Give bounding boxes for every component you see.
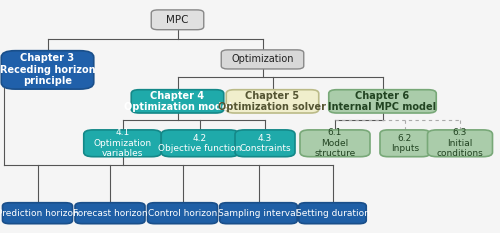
FancyBboxPatch shape — [300, 130, 370, 157]
FancyBboxPatch shape — [2, 203, 72, 224]
Text: 4.3
Constraints: 4.3 Constraints — [239, 134, 291, 153]
FancyBboxPatch shape — [131, 90, 224, 113]
Text: Chapter 4
Optimization model: Chapter 4 Optimization model — [124, 91, 232, 112]
Text: Forecast horizon: Forecast horizon — [72, 209, 148, 218]
FancyBboxPatch shape — [226, 90, 319, 113]
FancyBboxPatch shape — [75, 203, 145, 224]
Text: Control horizon: Control horizon — [148, 209, 217, 218]
FancyBboxPatch shape — [221, 50, 304, 69]
FancyBboxPatch shape — [220, 203, 297, 224]
FancyBboxPatch shape — [84, 130, 161, 157]
Text: 6.2
Inputs: 6.2 Inputs — [391, 134, 419, 153]
FancyBboxPatch shape — [161, 130, 239, 157]
Text: Chapter 3
Receding horizon
principle: Chapter 3 Receding horizon principle — [0, 53, 96, 86]
Text: Sampling interval: Sampling interval — [218, 209, 298, 218]
Text: Chapter 5
Optimization solver: Chapter 5 Optimization solver — [218, 91, 326, 112]
Text: Prediction horizon: Prediction horizon — [0, 209, 78, 218]
Text: Chapter 6
Internal MPC model: Chapter 6 Internal MPC model — [328, 91, 436, 112]
FancyBboxPatch shape — [329, 90, 436, 113]
FancyBboxPatch shape — [148, 203, 218, 224]
Text: 6.1
Model
structure: 6.1 Model structure — [314, 128, 356, 158]
FancyBboxPatch shape — [2, 51, 94, 89]
FancyBboxPatch shape — [380, 130, 430, 157]
FancyBboxPatch shape — [151, 10, 204, 30]
FancyBboxPatch shape — [299, 203, 366, 224]
Text: 4.1
Optimization
variables: 4.1 Optimization variables — [94, 128, 152, 158]
Text: Setting duration: Setting duration — [296, 209, 370, 218]
Text: Optimization: Optimization — [231, 55, 294, 64]
FancyBboxPatch shape — [235, 130, 295, 157]
Text: 6.3
Initial
conditions: 6.3 Initial conditions — [436, 128, 484, 158]
FancyBboxPatch shape — [428, 130, 492, 157]
Text: MPC: MPC — [166, 15, 189, 25]
Text: 4.2
Objective function: 4.2 Objective function — [158, 134, 242, 153]
